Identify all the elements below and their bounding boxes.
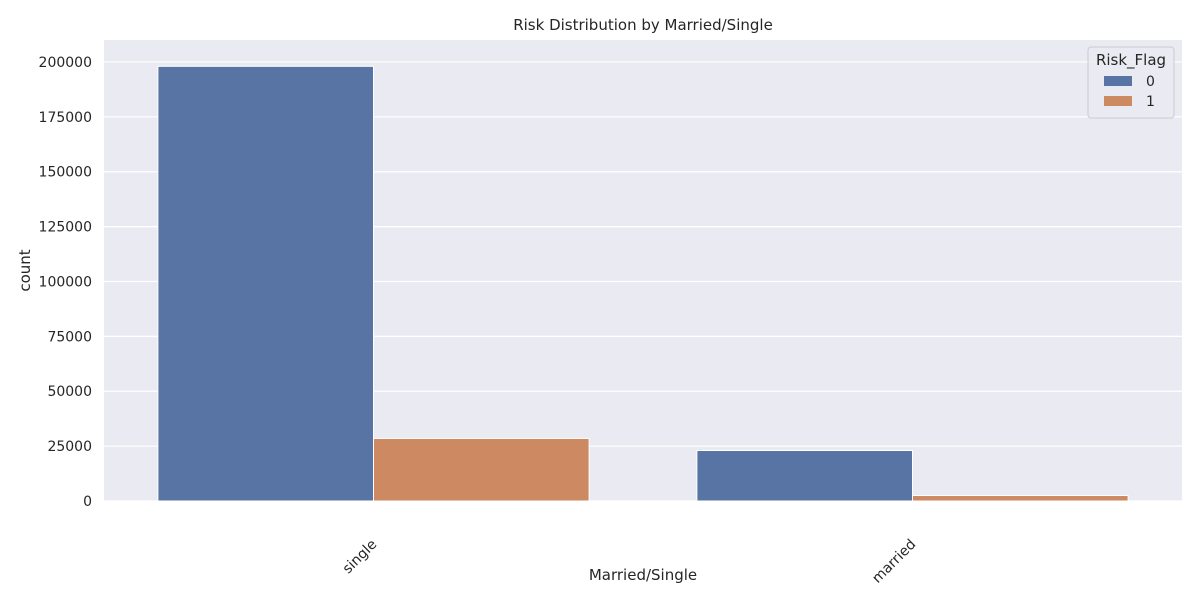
legend-swatch-1 [1104,96,1132,106]
y-axis-ticks: 0 25000 50000 75000 100000 125000 150000 175000… [39,55,92,510]
bars [157,65,1129,502]
bar-single-0 [157,65,374,502]
y-tick-label: 125000 [39,220,92,236]
legend: Risk_Flag 01 [1087,46,1175,119]
y-tick-label: 0 [83,494,92,510]
bar-married-1 [912,495,1129,502]
y-tick-label: 150000 [39,165,92,181]
y-tick-label: 50000 [47,384,92,400]
y-tick-label: 25000 [47,439,92,455]
x-axis-label: Married/Single [589,566,697,584]
y-tick-label: 100000 [39,274,92,290]
legend-title: Risk_Flag [1096,51,1166,70]
legend-swatch-0 [1104,76,1132,86]
legend-label-0: 0 [1146,74,1155,90]
x-tick-label: single [340,537,381,578]
legend-label-1: 1 [1146,94,1155,110]
legend-items: 01 [1104,74,1155,110]
x-tick-label: married [869,537,919,587]
chart-title: Risk Distribution by Married/Single [513,16,773,34]
y-tick-label: 75000 [47,329,92,345]
bar-married-0 [696,450,914,502]
y-axis-label: count [16,249,34,291]
bar-single-1 [373,437,590,502]
y-tick-label: 200000 [39,55,92,71]
y-tick-label: 175000 [39,110,92,126]
